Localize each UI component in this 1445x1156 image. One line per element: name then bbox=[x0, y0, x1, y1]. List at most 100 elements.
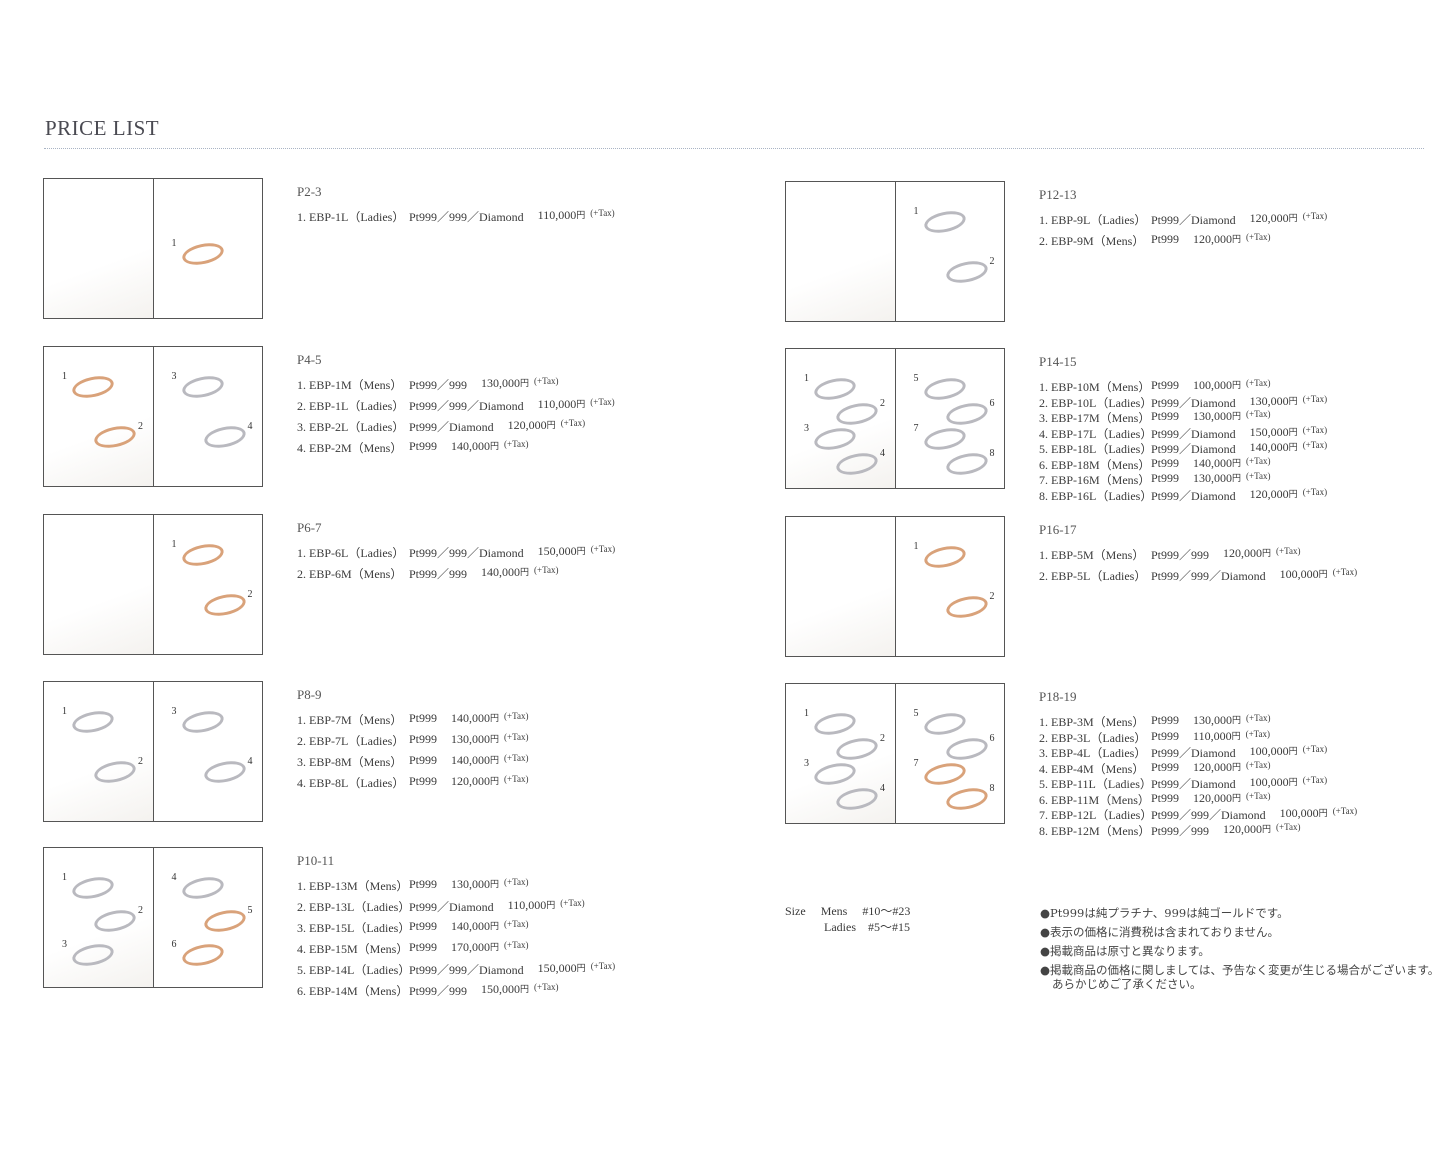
material: Pt999 bbox=[409, 753, 438, 767]
ring-image bbox=[943, 784, 990, 814]
yen-symbol: 円 bbox=[1262, 548, 1272, 558]
price-details: P10-11 1. EBP-13M（Mens） Pt999 130,000 円 (+Tax… bbox=[297, 853, 615, 1003]
notes: ●Pt999は純プラチナ、999は純ゴールドです。 ●表示の価格に消費税は含まれ… bbox=[1040, 904, 1439, 994]
tax-note: (+Tax) bbox=[504, 919, 529, 929]
yen-symbol: 円 bbox=[576, 963, 586, 973]
price-row: 1. EBP-9L（Ladies） Pt999／Diamond 120,000 円 (+… bbox=[1039, 211, 1327, 232]
product-code: 3. EBP-8M（Mens） bbox=[297, 755, 403, 769]
price: 150,000 bbox=[481, 982, 521, 996]
material: Pt999 bbox=[409, 919, 438, 933]
size-ladies: Ladies #5～#15 bbox=[824, 920, 911, 934]
price-row: 2. EBP-3L（Ladies） Pt999 110,000 円 (+Tax) bbox=[1039, 729, 1357, 745]
ring-number: 8 bbox=[989, 783, 995, 794]
note: ●表示の価格に消費税は含まれておりません。 bbox=[1040, 925, 1279, 939]
price: 140,000 bbox=[1249, 440, 1289, 454]
ring-image bbox=[812, 424, 858, 454]
product-code: 2. EBP-7L（Ladies） bbox=[297, 734, 405, 748]
tax-note: (+Tax) bbox=[534, 376, 559, 386]
tax-note: (+Tax) bbox=[1246, 455, 1271, 466]
ring-number: 4 bbox=[880, 783, 885, 794]
product-code: 1. EBP-10M（Mens） bbox=[1039, 380, 1151, 394]
price-row: 7. EBP-16M（Mens） Pt999 130,000 円 (+Tax) bbox=[1039, 471, 1327, 487]
photo-left-page bbox=[786, 182, 896, 321]
product-code: 1. EBP-7M（Mens） bbox=[297, 713, 403, 727]
ring-image bbox=[943, 257, 990, 287]
ring-image bbox=[921, 207, 968, 237]
note-continuation: あらかじめご了承ください。 bbox=[1052, 977, 1202, 991]
tax-note: (+Tax) bbox=[1332, 806, 1358, 816]
price: 140,000 bbox=[451, 753, 491, 767]
yen-symbol: 円 bbox=[490, 755, 500, 765]
price: 120,000 bbox=[451, 774, 491, 788]
page-reference: P10-11 bbox=[297, 853, 335, 868]
ring-image bbox=[943, 449, 990, 479]
material: Pt999／999／Diamond bbox=[409, 210, 524, 224]
ring-image bbox=[70, 707, 116, 737]
price-row: 6. EBP-18M（Mens） Pt999 140,000 円 (+Tax) bbox=[1039, 456, 1327, 472]
price: 150,000 bbox=[1249, 424, 1289, 439]
tax-note: (+Tax) bbox=[1246, 409, 1271, 419]
size-mens: Mens #10～#23 bbox=[820, 904, 911, 918]
ring-number: 3 bbox=[804, 758, 809, 769]
ring-number: 2 bbox=[138, 756, 143, 767]
price-details: P18-19 1. EBP-3M（Mens） Pt999 130,000 円 (+Tax)… bbox=[1039, 689, 1358, 838]
price-row: 2. EBP-1L（Ladies） Pt999／999／Diamond 110,00… bbox=[297, 397, 615, 418]
yen-symbol: 円 bbox=[576, 399, 586, 409]
product-code: 8. EBP-12M（Mens） bbox=[1039, 823, 1151, 838]
ring-image bbox=[834, 399, 880, 429]
note: ●掲載商品は原寸と異なります。 bbox=[1040, 944, 1210, 958]
price: 130,000 bbox=[1193, 471, 1233, 485]
product-code: 5. EBP-11L（Ladies） bbox=[1039, 777, 1152, 791]
product-code: 6. EBP-14M（Mens） bbox=[297, 984, 409, 998]
price-row: 4. EBP-2M（Mens） Pt999 140,000 円 (+Tax) bbox=[297, 439, 615, 460]
ring-image bbox=[92, 422, 138, 452]
ring-number: 1 bbox=[62, 371, 67, 382]
material: Pt999 bbox=[409, 439, 438, 453]
ring-image bbox=[812, 374, 858, 404]
ring-image bbox=[201, 590, 248, 620]
price-row: 5. EBP-14L（Ladies） Pt999／999／Diamond 150,0… bbox=[297, 961, 615, 982]
price-row: 1. EBP-1L（Ladies） Pt999／999／Diamond 110,00… bbox=[297, 208, 615, 229]
size-label: Size bbox=[785, 904, 806, 918]
ring-image bbox=[179, 873, 226, 903]
material: Pt999 bbox=[1151, 378, 1180, 392]
material: Pt999 bbox=[1151, 232, 1180, 246]
material: Pt999 bbox=[1151, 790, 1180, 805]
ring-number: 1 bbox=[171, 238, 177, 249]
tax-note: (+Tax) bbox=[1246, 713, 1271, 723]
ring-image bbox=[812, 759, 858, 789]
material: Pt999 bbox=[409, 940, 438, 954]
price: 120,000 bbox=[1223, 546, 1263, 560]
price: 130,000 bbox=[1193, 713, 1233, 727]
page-reference: P4-5 bbox=[297, 352, 322, 367]
material: Pt999 bbox=[409, 711, 438, 725]
price: 150,000 bbox=[537, 961, 577, 975]
material: Pt999／999／Diamond bbox=[409, 963, 524, 977]
ring-number: 1 bbox=[804, 373, 809, 384]
yen-symbol: 円 bbox=[1232, 761, 1242, 772]
product-code: 7. EBP-16M（Mens） bbox=[1039, 473, 1151, 487]
price-row: 2. EBP-6M（Mens） Pt999／999 140,000 円 (+Tax) bbox=[297, 565, 615, 586]
ring-image bbox=[943, 399, 990, 429]
product-code: 1. EBP-1L（Ladies） bbox=[297, 210, 405, 224]
product-code: 1. EBP-6L（Ladies） bbox=[297, 546, 405, 560]
ring-number: 3 bbox=[171, 371, 177, 382]
tax-note: (+Tax) bbox=[1246, 471, 1271, 481]
price: 130,000 bbox=[481, 376, 521, 390]
yen-symbol: 円 bbox=[1232, 380, 1242, 390]
tax-note: (+Tax) bbox=[504, 877, 529, 887]
material: Pt999／999 bbox=[409, 567, 468, 581]
price-details: P16-17 1. EBP-5M（Mens） Pt999／999 120,000 円 (+… bbox=[1039, 522, 1357, 588]
product-code: 2. EBP-9M（Mens） bbox=[1039, 234, 1145, 248]
ring-number: 1 bbox=[804, 708, 809, 719]
tax-note: (+Tax) bbox=[1246, 232, 1271, 242]
price: 120,000 bbox=[1193, 232, 1233, 246]
ring-number: 1 bbox=[62, 706, 67, 717]
price-details: P14-15 1. EBP-10M（Mens） Pt999 100,000 円 (+Tax… bbox=[1039, 354, 1327, 503]
tax-note: (+Tax) bbox=[590, 208, 615, 218]
tax-note: (+Tax) bbox=[504, 774, 529, 784]
price: 110,000 bbox=[507, 898, 547, 912]
price: 110,000 bbox=[1193, 728, 1232, 743]
